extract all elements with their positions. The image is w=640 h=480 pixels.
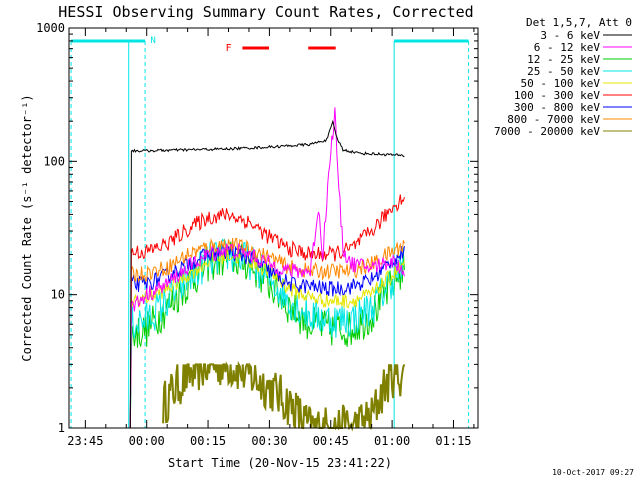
flare-label: F: [226, 43, 232, 54]
x-tick-label: 23:45: [67, 434, 103, 448]
y-axis-ticks: 1 10 100 1000: [36, 21, 478, 435]
x-tick-label: 00:15: [190, 434, 226, 448]
y-tick-label: 1000: [36, 21, 65, 35]
series-line-0: [129, 119, 405, 429]
series-line-8: [162, 360, 406, 432]
night-label: N: [150, 36, 155, 46]
y-axis-label: Corrected Count Rate (s⁻¹ detector⁻¹): [20, 94, 34, 361]
series-line-4: [129, 247, 405, 429]
legend-label: 6 - 12 keV: [534, 41, 601, 54]
x-tick-label: 01:15: [435, 434, 471, 448]
legend-label: 12 - 25 keV: [527, 53, 600, 66]
x-axis-ticks: 23:45 00:00 00:15 00:30 00:45 01:00 01:15: [67, 28, 475, 448]
x-tick-label: 00:45: [313, 434, 349, 448]
series-line-3: [129, 238, 405, 429]
series-layer: [129, 107, 406, 432]
x-tick-label: 00:00: [129, 434, 165, 448]
chart-title: HESSI Observing Summary Count Rates, Cor…: [58, 3, 473, 21]
legend-label: 100 - 300 keV: [514, 89, 600, 102]
series-line-7: [129, 237, 405, 429]
x-tick-label: 01:00: [374, 434, 410, 448]
legend-title: Det 1,5,7, Att 0: [526, 16, 632, 29]
date-stamp: 10-Oct-2017 09:27: [552, 468, 634, 477]
series-line-1: [129, 107, 405, 429]
legend-label: 50 - 100 keV: [521, 77, 601, 90]
legend-label: 7000 - 20000 keV: [494, 125, 600, 138]
observing-bars: NF: [71, 36, 469, 54]
series-line-6: [129, 244, 405, 429]
series-line-5: [129, 194, 405, 429]
saa-lines: [70, 41, 470, 428]
x-axis-label: Start Time (20-Nov-15 23:41:22): [168, 456, 392, 470]
y-tick-label: 1: [58, 421, 65, 435]
legend-label: 25 - 50 keV: [527, 65, 600, 78]
x-tick-label: 00:30: [251, 434, 287, 448]
plot-frame: [68, 27, 479, 429]
legend-label: 800 - 7000 keV: [507, 113, 600, 126]
legend-label: 3 - 6 keV: [540, 29, 600, 42]
y-tick-label: 100: [43, 154, 65, 168]
legend-label: 300 - 800 keV: [514, 101, 600, 114]
y-tick-label: 10: [51, 288, 65, 302]
